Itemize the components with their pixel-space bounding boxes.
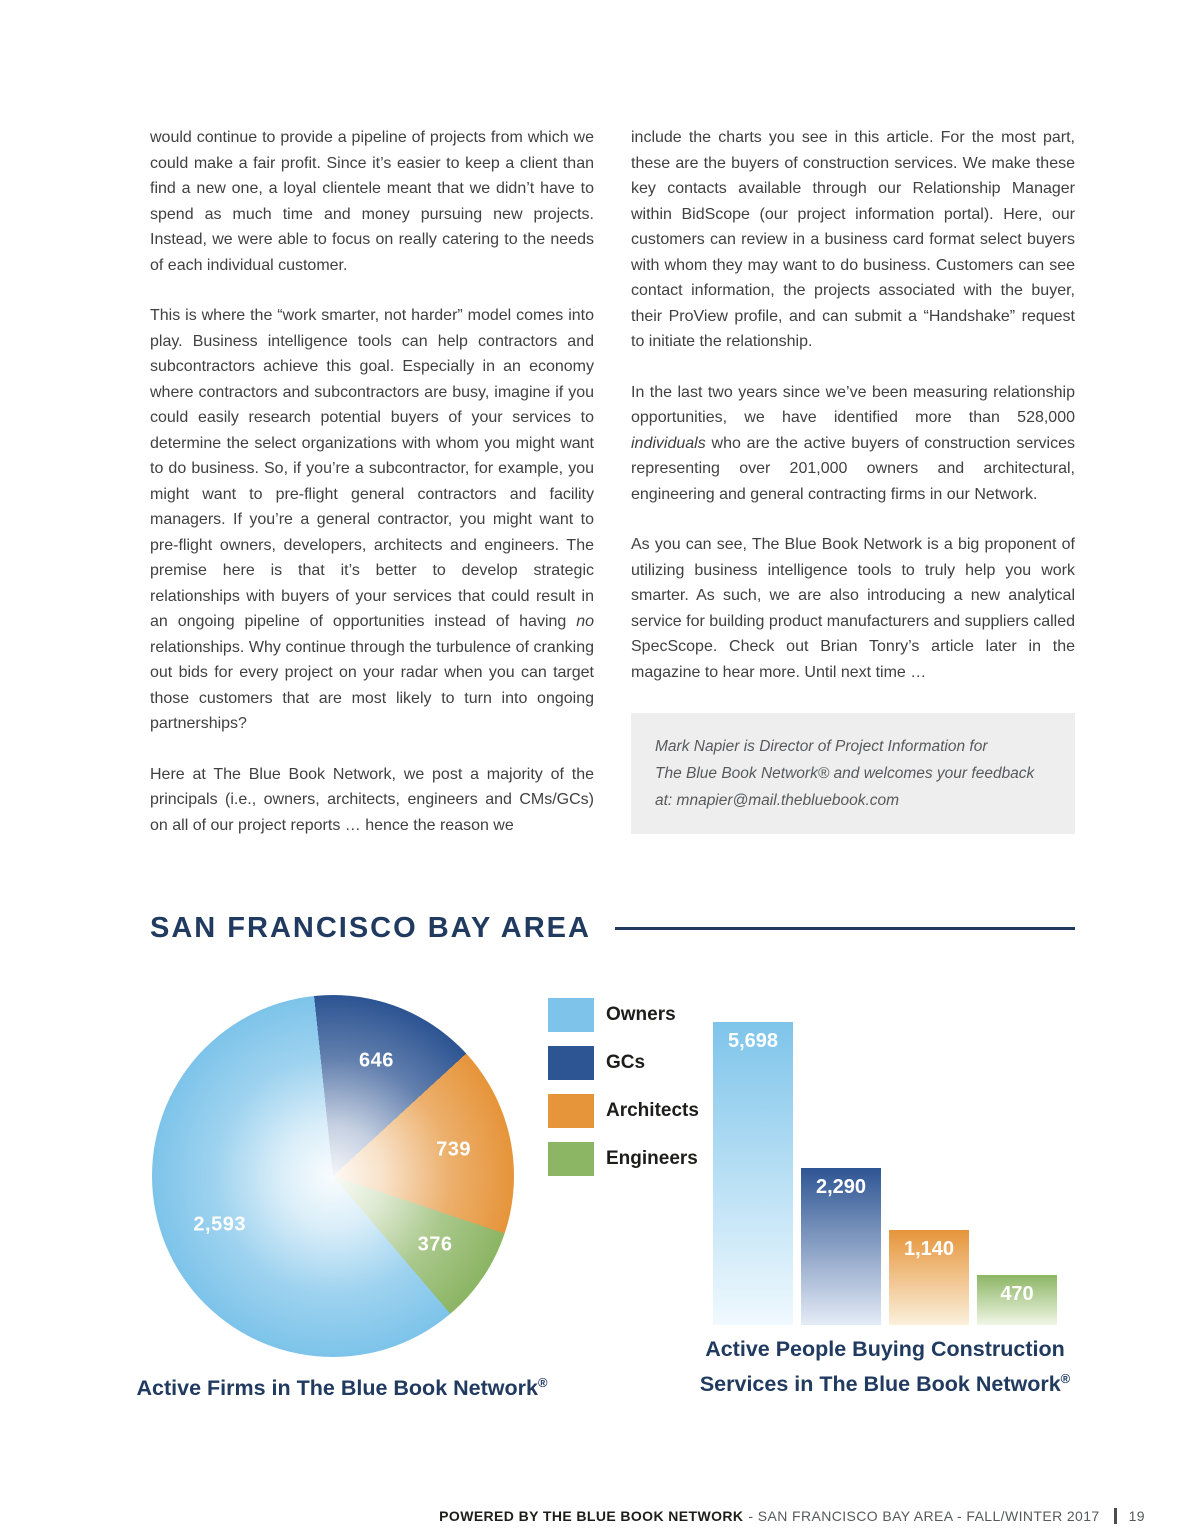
registered-mark: ® [1060,1371,1071,1386]
footer-brand: POWERED BY THE BLUE BOOK NETWORK [439,1508,744,1524]
pie-slice-label: 739 [436,1138,471,1161]
legend-swatch [548,998,594,1032]
bar-gcs: 2,290 [801,1168,881,1325]
pie-caption: Active Firms in The Blue Book Network® [132,1368,552,1403]
text: would continue to provide a pipeline of … [150,129,594,274]
right-column: include the charts you see in this artic… [631,125,1075,838]
paragraph: include the charts you see in this artic… [631,125,1075,355]
bar-value-label: 1,140 [903,1238,955,1260]
footer-divider [1113,1508,1117,1524]
caption-line: Services in The Blue Book Network® [675,1364,1095,1399]
legend-item: Architects [548,1094,699,1128]
legend-label: Engineers [606,1148,698,1169]
text: Here at The Blue Book Network, we post a… [150,765,594,834]
legend-item: Engineers [548,1142,699,1176]
page-number: 19 [1128,1508,1145,1524]
legend-swatch [548,1094,594,1128]
paragraph: would continue to provide a pipeline of … [150,125,594,278]
legend-item: GCs [548,1046,699,1080]
section-header: SAN FRANCISCO BAY AREA [150,912,1075,945]
pie-slice-label: 376 [417,1233,453,1256]
bar-engineers: 470 [977,1275,1057,1325]
bar-value-label: 2,290 [815,1176,867,1198]
bio-line: Mark Napier is Director of Project Infor… [655,738,988,755]
emphasized-text: individuals [631,434,706,452]
emphasized-text: no [576,613,594,630]
legend-item: Owners [548,998,699,1032]
footer-issue: - SAN FRANCISCO BAY AREA - FALL/WINTER 2… [748,1508,1100,1524]
bar-value-label: 5,698 [727,1030,779,1052]
section-title: SAN FRANCISCO BAY AREA [150,912,591,944]
registered-mark: ® [537,1375,548,1390]
pie-chart: 646 739 376 2,593 [152,995,514,1357]
bar-caption: Active People Buying Construction Servic… [675,1335,1095,1399]
bar-owners: 5,698 [713,1022,793,1325]
bar-chart: 5,698 2,290 1,140 470 [713,1022,1057,1325]
author-bio-box: Mark Napier is Director of Project Infor… [631,713,1075,834]
pie-slice-label: 646 [359,1049,394,1072]
paragraph: In the last two years since we’ve been m… [631,380,1075,508]
legend-swatch [548,1142,594,1176]
bio-line: The Blue Book Network® and welcomes your… [655,765,1035,782]
chart-legend: Owners GCs Architects Engineers [548,998,699,1190]
legend-label: Owners [606,1004,676,1025]
text: include the charts you see in this artic… [631,129,1075,350]
legend-label: GCs [606,1052,646,1073]
section-rule [614,927,1075,930]
bar-value-label: 470 [1000,1283,1034,1305]
paragraph: This is where the “work smarter, not har… [150,303,594,737]
text: As you can see, The Blue Book Network is… [631,536,1075,681]
caption-line: Active People Buying Construction [705,1337,1065,1361]
pie-slice-label: 2,593 [193,1213,246,1235]
text: relationships. Why continue through the … [150,638,594,733]
page-footer: POWERED BY THE BLUE BOOK NETWORK - SAN FR… [439,1508,1145,1524]
left-column: would continue to provide a pipeline of … [150,125,594,838]
bar-architects: 1,140 [889,1230,969,1325]
article-body: would continue to provide a pipeline of … [150,125,1075,838]
text: In the last two years since we’ve been m… [631,383,1075,427]
legend-label: Architects [606,1100,699,1121]
paragraph: As you can see, The Blue Book Network is… [631,532,1075,685]
text: This is where the “work smarter, not har… [150,307,594,630]
legend-swatch [548,1046,594,1080]
caption-text: Services in The Blue Book Network [699,1372,1061,1397]
charts-section: 646 739 376 2,593 Active Firms in The Blue … [137,990,1075,1420]
caption-text: Active Firms in The Blue Book Network [136,1376,538,1401]
paragraph: Here at The Blue Book Network, we post a… [150,762,594,839]
text: who are the active buyers of constructio… [631,434,1075,503]
bio-line: at: mnapier@mail.thebluebook.com [655,792,900,809]
